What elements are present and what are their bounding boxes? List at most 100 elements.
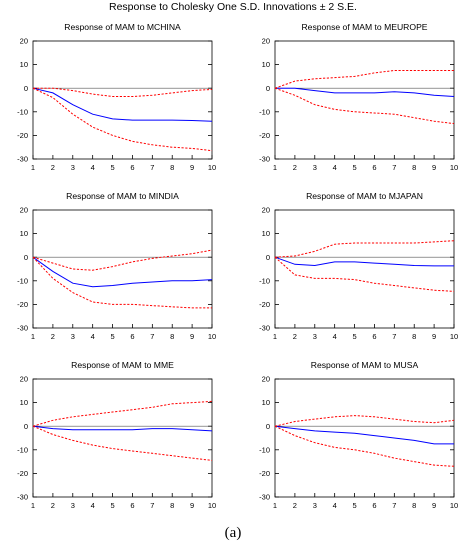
panel-title: Response of MAM to MINDIA xyxy=(66,191,179,201)
panel-1: Response of MAM to MCHINA20100-10-20-301… xyxy=(17,22,216,172)
x-tick-label: 6 xyxy=(130,332,134,341)
x-tick-label: 10 xyxy=(208,163,216,172)
y-tick-label: 10 xyxy=(262,60,270,69)
x-tick-label: 2 xyxy=(51,163,55,172)
x-tick-label: 9 xyxy=(432,501,436,510)
x-tick-label: 10 xyxy=(208,332,216,341)
series-response-line xyxy=(275,87,455,97)
series-upper-line xyxy=(32,400,213,427)
panel-title: Response of MAM to MCHINA xyxy=(64,22,181,32)
y-tick-label: -10 xyxy=(17,107,28,116)
x-tick-label: 5 xyxy=(110,501,114,510)
x-tick-label: 2 xyxy=(293,163,297,172)
x-tick-label: 9 xyxy=(432,332,436,341)
x-tick-label: 10 xyxy=(450,501,458,510)
series-lower-line xyxy=(32,256,212,309)
x-tick-label: 7 xyxy=(392,163,396,172)
series-lower-line xyxy=(274,87,455,125)
y-tick-label: 10 xyxy=(262,398,270,407)
y-tick-label: -20 xyxy=(17,300,28,309)
y-tick-label: 10 xyxy=(20,229,28,238)
y-tick-label: -20 xyxy=(17,131,28,140)
x-tick-label: 3 xyxy=(71,332,75,341)
plot-frame xyxy=(32,40,213,160)
x-tick-label: 8 xyxy=(170,501,174,510)
y-tick-label: -10 xyxy=(259,107,270,116)
figure-caption: (a) xyxy=(225,525,242,541)
series-upper-line xyxy=(274,415,455,427)
y-tick-label: 20 xyxy=(262,37,270,46)
y-tick-label: 0 xyxy=(24,84,28,93)
x-tick-label: 6 xyxy=(130,163,134,172)
x-tick-label: 5 xyxy=(110,332,114,341)
y-tick-label: 10 xyxy=(262,229,270,238)
x-tick-label: 3 xyxy=(313,501,317,510)
series-response-line xyxy=(32,425,213,432)
plot-frame xyxy=(274,378,455,498)
panel-2: Response of MAM to MEUROPE 20 10 0 -10 -20 -30… xyxy=(259,22,458,172)
x-tick-label: 9 xyxy=(190,501,194,510)
x-tick-label: 1 xyxy=(31,332,35,341)
x-tick-label: 6 xyxy=(130,501,134,510)
x-tick-label: 7 xyxy=(150,501,154,510)
y-tick-label: 20 xyxy=(20,375,28,384)
x-tick-label: 1 xyxy=(273,163,277,172)
series-lower-line xyxy=(274,425,455,467)
x-tick-label: 10 xyxy=(450,163,458,172)
x-tick-label: 2 xyxy=(293,332,297,341)
x-tick-label: 9 xyxy=(432,163,436,172)
panel-title: Response of MAM to MEUROPE xyxy=(301,22,427,32)
x-tick-label: 4 xyxy=(333,501,337,510)
y-tick-label: -20 xyxy=(259,300,270,309)
x-tick-label: 6 xyxy=(372,163,376,172)
y-tick-label: -10 xyxy=(259,445,270,454)
x-tick-label: 7 xyxy=(150,163,154,172)
panel-title: Response of MAM to MME xyxy=(71,360,174,370)
y-tick-label: -10 xyxy=(17,276,28,285)
panel-title: Response of MAM to MJAPAN xyxy=(306,191,423,201)
figure-title: Response to Cholesky One S.D. Innovation… xyxy=(109,1,357,13)
y-tick-label: -30 xyxy=(17,324,28,333)
plot-frame xyxy=(274,40,455,160)
y-tick-label: 20 xyxy=(262,206,270,215)
y-tick-label: 0 xyxy=(266,84,270,93)
x-tick-label: 8 xyxy=(170,332,174,341)
panel-title: Response of MAM to MUSA xyxy=(311,360,419,370)
x-tick-label: 6 xyxy=(372,501,376,510)
series-response-line xyxy=(32,256,213,288)
x-tick-label: 8 xyxy=(412,501,416,510)
panel-6: Response of MAM to MUSA 20 10 0 -10 -20 -301 2 3… xyxy=(259,360,458,510)
x-tick-label: 5 xyxy=(352,332,356,341)
y-tick-label: 0 xyxy=(266,253,270,262)
series-upper-line xyxy=(32,249,213,271)
x-tick-label: 4 xyxy=(333,332,337,341)
y-tick-label: -20 xyxy=(17,469,28,478)
panel-3: Response of MAM to MINDIA20100-10-20-301… xyxy=(17,191,216,341)
series-response-line xyxy=(32,87,213,122)
plot-frame xyxy=(32,209,213,329)
x-tick-label: 8 xyxy=(170,163,174,172)
y-tick-label: -30 xyxy=(259,493,270,502)
y-tick-label: -30 xyxy=(17,493,28,502)
x-tick-label: 1 xyxy=(273,501,277,510)
x-tick-label: 3 xyxy=(71,501,75,510)
y-tick-label: -30 xyxy=(17,155,28,164)
panels-group: Response of MAM to MCHINA20100-10-20-301… xyxy=(17,22,458,510)
x-tick-label: 2 xyxy=(51,501,55,510)
panel-4: Response of MAM to MJAPAN20100-10-20-301… xyxy=(259,191,458,341)
series-response-line xyxy=(274,425,454,445)
panel-5: Response of MAM to MME 20 10 0 -10 -20 -301 2 3 4… xyxy=(17,360,216,510)
x-tick-label: 10 xyxy=(208,501,216,510)
x-tick-label: 5 xyxy=(352,501,356,510)
y-tick-label: -20 xyxy=(259,469,270,478)
x-tick-label: 3 xyxy=(313,163,317,172)
y-tick-label: 0 xyxy=(24,253,28,262)
x-tick-label: 8 xyxy=(412,163,416,172)
x-tick-label: 1 xyxy=(273,332,277,341)
x-tick-label: 4 xyxy=(91,332,95,341)
x-tick-label: 3 xyxy=(71,163,75,172)
x-tick-label: 4 xyxy=(91,501,95,510)
x-tick-label: 3 xyxy=(313,332,317,341)
x-tick-label: 5 xyxy=(110,163,114,172)
series-lower-line xyxy=(274,256,455,292)
